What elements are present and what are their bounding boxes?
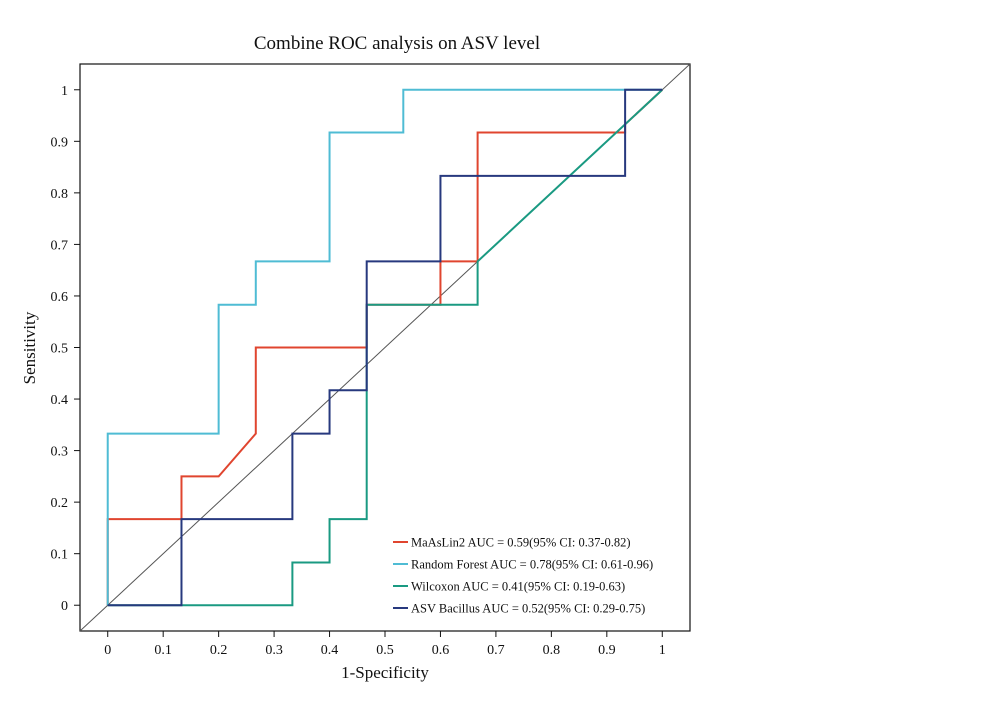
x-axis-label: 1-Specificity [341,663,429,682]
x-tick-label: 1 [659,643,666,658]
chart-title: Combine ROC analysis on ASV level [254,33,540,54]
x-tick-label: 0.2 [210,643,228,658]
y-tick: 0.1 [51,548,80,563]
y-tick-label: 0.4 [51,393,69,408]
x-tick: 0.2 [210,631,228,658]
y-axis-ticks: 0 0.1 0.2 0.3 0.4 0.5 0.6 0.7 0.8 0.9 1 [51,84,80,614]
y-tick-label: 0.1 [51,548,69,563]
x-tick-label: 0.8 [543,643,561,658]
x-tick-label: 0.6 [432,643,450,658]
y-tick-label: 1 [61,84,68,99]
x-tick-label: 0.7 [487,643,505,658]
y-tick: 0.6 [51,290,80,305]
x-tick-label: 0.4 [321,643,339,658]
x-tick: 0.1 [154,631,172,658]
roc-curve-4 [107,88,663,607]
y-tick-label: 0.3 [51,445,69,460]
roc-curves [106,88,663,607]
legend-item: ASV Bacillus AUC = 0.52(95% CI: 0.29-0.7… [393,602,645,616]
roc-curve-3 [107,89,663,607]
y-tick: 0.7 [51,238,80,253]
legend-label: ASV Bacillus AUC = 0.52(95% CI: 0.29-0.7… [411,602,645,616]
y-tick-label: 0.5 [51,342,69,357]
y-tick: 0.9 [51,135,80,150]
x-tick-label: 0.5 [376,643,394,658]
legend-item: Random Forest AUC = 0.78(95% CI: 0.61-0.… [393,558,653,572]
y-tick: 0.4 [51,393,80,408]
y-tick-label: 0.7 [51,238,69,253]
x-tick: 0.6 [432,631,450,658]
roc-curve-2 [106,88,663,606]
x-tick: 0 [104,631,111,658]
legend-label: Wilcoxon AUC = 0.41(95% CI: 0.19-0.63) [411,580,625,594]
legend: MaAsLin2 AUC = 0.59(95% CI: 0.37-0.82) Ra… [393,536,653,616]
x-tick: 0.3 [265,631,283,658]
legend-item: Wilcoxon AUC = 0.41(95% CI: 0.19-0.63) [393,580,625,594]
legend-label: MaAsLin2 AUC = 0.59(95% CI: 0.37-0.82) [411,536,631,550]
y-tick: 1 [61,84,80,99]
y-tick: 0.3 [51,445,80,460]
x-tick: 0.9 [598,631,616,658]
x-tick: 0.5 [376,631,394,658]
y-tick-label: 0 [61,599,68,614]
y-tick: 0.8 [51,187,80,202]
x-tick-label: 0.3 [265,643,283,658]
x-tick: 1 [659,631,666,658]
x-tick: 0.4 [321,631,339,658]
legend-label: Random Forest AUC = 0.78(95% CI: 0.61-0.… [411,558,653,572]
legend-item: MaAsLin2 AUC = 0.59(95% CI: 0.37-0.82) [393,536,631,550]
x-tick-label: 0.9 [598,643,616,658]
y-tick-label: 0.2 [51,496,69,511]
y-tick-label: 0.9 [51,135,69,150]
y-axis-label: Sensitivity [20,311,39,384]
y-tick: 0 [61,599,80,614]
y-tick: 0.5 [51,342,80,357]
x-tick: 0.8 [543,631,561,658]
y-tick-label: 0.6 [51,290,69,305]
x-tick-label: 0 [104,643,111,658]
y-tick: 0.2 [51,496,80,511]
x-tick-label: 0.1 [154,643,172,658]
x-axis-ticks: 0 0.1 0.2 0.3 0.4 0.5 0.6 0.7 0.8 0.9 1 [104,631,666,658]
y-tick-label: 0.8 [51,187,69,202]
x-tick: 0.7 [487,631,505,658]
